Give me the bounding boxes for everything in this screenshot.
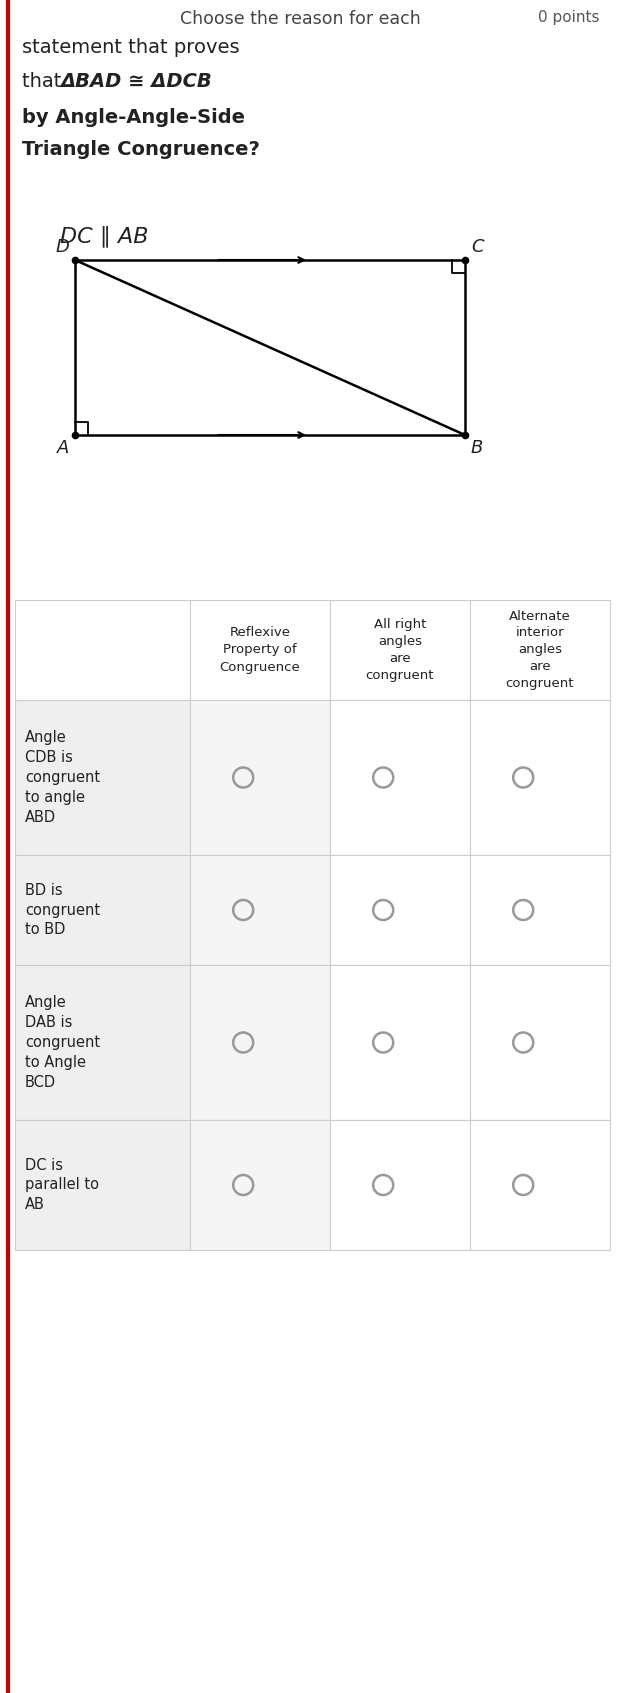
- Text: 0 points: 0 points: [539, 10, 600, 25]
- Bar: [190, 965, 330, 1121]
- Text: Reflexive
Property of
Congruence: Reflexive Property of Congruence: [220, 626, 300, 674]
- Text: C: C: [471, 239, 483, 256]
- Text: DC is
parallel to
AB: DC is parallel to AB: [25, 1158, 99, 1212]
- Text: BD is
congruent
to BD: BD is congruent to BD: [25, 882, 100, 938]
- Bar: [470, 965, 610, 1121]
- Text: Triangle Congruence?: Triangle Congruence?: [22, 141, 260, 159]
- Text: statement that proves: statement that proves: [22, 37, 240, 58]
- Text: Choose the reason for each: Choose the reason for each: [180, 10, 420, 29]
- Bar: [330, 855, 470, 965]
- Bar: [190, 699, 330, 855]
- Bar: [15, 599, 190, 699]
- Bar: [15, 1121, 190, 1249]
- Bar: [470, 699, 610, 855]
- Bar: [190, 855, 330, 965]
- Text: ΔBAD ≅ ΔDCB: ΔBAD ≅ ΔDCB: [60, 73, 212, 91]
- Bar: [15, 965, 190, 1121]
- Bar: [15, 855, 190, 965]
- Bar: [470, 855, 610, 965]
- Text: Angle
CDB is
congruent
to angle
ABD: Angle CDB is congruent to angle ABD: [25, 730, 100, 824]
- Bar: [470, 599, 610, 699]
- Bar: [330, 599, 470, 699]
- Bar: [330, 699, 470, 855]
- Bar: [330, 1121, 470, 1249]
- Bar: [470, 1121, 610, 1249]
- Text: that: that: [22, 73, 67, 91]
- Bar: [15, 699, 190, 855]
- Bar: [190, 599, 330, 699]
- Text: B: B: [471, 438, 483, 457]
- Text: D: D: [55, 239, 69, 256]
- Text: Angle
DAB is
congruent
to Angle
BCD: Angle DAB is congruent to Angle BCD: [25, 995, 100, 1090]
- Text: DC ∥ AB: DC ∥ AB: [60, 225, 149, 247]
- Text: by Angle-Angle-Side: by Angle-Angle-Side: [22, 108, 245, 127]
- Text: Alternate
interior
angles
are
congruent: Alternate interior angles are congruent: [506, 609, 574, 691]
- Bar: [330, 965, 470, 1121]
- Text: All right
angles
are
congruent: All right angles are congruent: [366, 618, 435, 682]
- Text: A: A: [56, 438, 69, 457]
- Bar: [190, 1121, 330, 1249]
